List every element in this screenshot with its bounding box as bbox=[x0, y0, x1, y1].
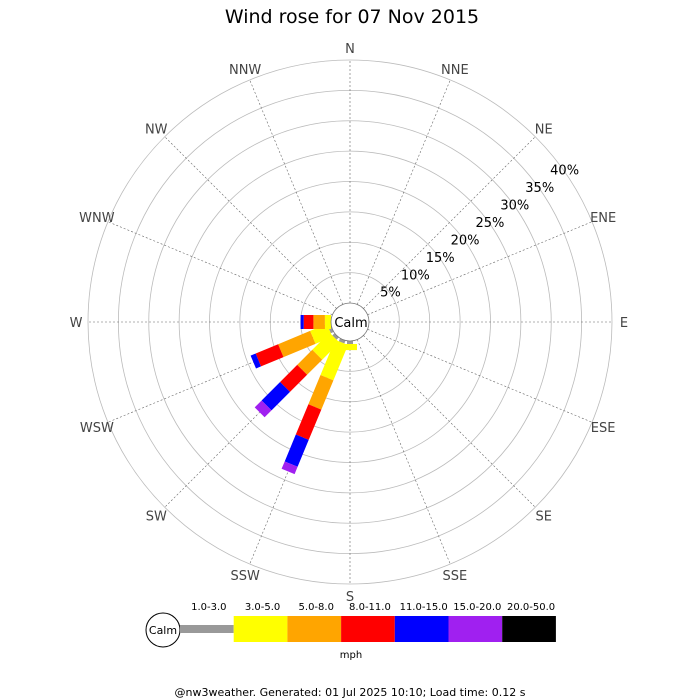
petal-segment-sw bbox=[261, 382, 290, 411]
petal-segment-s bbox=[347, 341, 353, 344]
direction-label: NNW bbox=[229, 63, 261, 78]
direction-label: NW bbox=[145, 122, 168, 137]
petal-segment-sw bbox=[297, 349, 323, 375]
ring-label: 40% bbox=[550, 164, 579, 179]
direction-label: WSW bbox=[80, 421, 114, 436]
polar-grid: N NNE NE ENE E ESE SE SSE S SSW SW WSW W WNW NW NNW bbox=[70, 42, 629, 605]
legend-swatch bbox=[341, 616, 395, 642]
petal-segment-wsw bbox=[250, 353, 261, 369]
direction-label: SW bbox=[146, 510, 167, 525]
legend-swatch bbox=[394, 616, 449, 642]
ring-labels: 5%10% 15% 20% 25% 30% 35% 40% bbox=[380, 164, 579, 301]
spoke bbox=[356, 339, 451, 565]
petal-segment-ssw bbox=[308, 375, 334, 410]
spoke bbox=[367, 328, 593, 423]
direction-label: NNE bbox=[441, 63, 469, 78]
petal-segment-wsw bbox=[278, 330, 316, 358]
spoke bbox=[107, 221, 333, 316]
petal-segment-ssw bbox=[281, 461, 298, 475]
petal-segment-sw bbox=[332, 333, 339, 340]
petal-segment-w bbox=[313, 315, 325, 329]
legend-label: 15.0-20.0 bbox=[453, 602, 501, 613]
spoke bbox=[249, 79, 344, 305]
petal-segment-ssw bbox=[338, 338, 346, 344]
legend-swatch bbox=[180, 625, 234, 633]
legend-label: 5.0-8.0 bbox=[299, 602, 334, 613]
grid-ring bbox=[148, 120, 552, 524]
ring-label: 35% bbox=[525, 181, 554, 196]
petal-segment-ssw bbox=[320, 339, 348, 381]
spoke bbox=[164, 136, 337, 309]
petal-segment-sw bbox=[312, 332, 340, 360]
legend-swatch bbox=[287, 616, 342, 642]
direction-label: WNW bbox=[79, 211, 115, 226]
legend-swatch bbox=[502, 616, 556, 642]
petal-segment-w bbox=[324, 315, 331, 329]
petal-segment-ssw bbox=[295, 404, 322, 440]
petal-segment-sw bbox=[280, 364, 308, 392]
direction-label: E bbox=[620, 316, 628, 331]
legend-label: 8.0-11.0 bbox=[349, 602, 391, 613]
spoke bbox=[363, 136, 536, 309]
direction-label: N bbox=[345, 42, 355, 57]
legend-swatch bbox=[233, 616, 288, 642]
legend-units: mph bbox=[340, 650, 362, 661]
legend-calm-label: Calm bbox=[149, 624, 177, 637]
calm-center: Calm bbox=[330, 302, 370, 342]
spoke bbox=[367, 221, 593, 316]
petal-segment-ssw bbox=[284, 434, 309, 467]
ring-label: 20% bbox=[451, 233, 480, 248]
petal-segment-sw bbox=[254, 400, 272, 418]
ring-label: 15% bbox=[426, 251, 455, 266]
legend-label: 3.0-5.0 bbox=[245, 602, 280, 613]
direction-label: S bbox=[346, 590, 354, 605]
spoke bbox=[363, 335, 536, 508]
ring-label: 25% bbox=[476, 216, 505, 231]
direction-label: NE bbox=[535, 122, 553, 137]
petal-segment-wsw bbox=[255, 344, 284, 367]
ring-label: 30% bbox=[500, 199, 529, 214]
petal-segment-w bbox=[303, 315, 314, 329]
calm-label: Calm bbox=[334, 316, 367, 331]
legend-label: 1.0-3.0 bbox=[191, 602, 226, 613]
direction-label: ENE bbox=[590, 211, 616, 226]
direction-label: W bbox=[70, 316, 83, 331]
legend: Calm mph 1.0-3.0 3.0-5.0 5.0-8.0 8.0-11.0 11… bbox=[145, 602, 556, 661]
direction-label: SE bbox=[536, 510, 552, 525]
petal-segment-w bbox=[300, 315, 304, 329]
chart-title: Wind rose for 07 Nov 2015 bbox=[225, 6, 479, 28]
direction-label: SSE bbox=[442, 569, 467, 584]
legend-swatch bbox=[448, 616, 503, 642]
legend-label: 11.0-15.0 bbox=[400, 602, 448, 613]
legend-label: 20.0-50.0 bbox=[507, 602, 555, 613]
spoke bbox=[356, 79, 451, 305]
grid-ring bbox=[178, 150, 522, 494]
grid-ring bbox=[239, 211, 461, 433]
direction-label: SSW bbox=[230, 569, 260, 584]
wind-petals bbox=[250, 315, 357, 475]
ring-label: 5% bbox=[380, 286, 401, 301]
ring-label: 10% bbox=[401, 268, 430, 283]
footer-text: @nw3weather. Generated: 01 Jul 2025 10:1… bbox=[175, 686, 526, 699]
direction-label: ESE bbox=[591, 421, 616, 436]
grid-ring bbox=[87, 59, 613, 585]
